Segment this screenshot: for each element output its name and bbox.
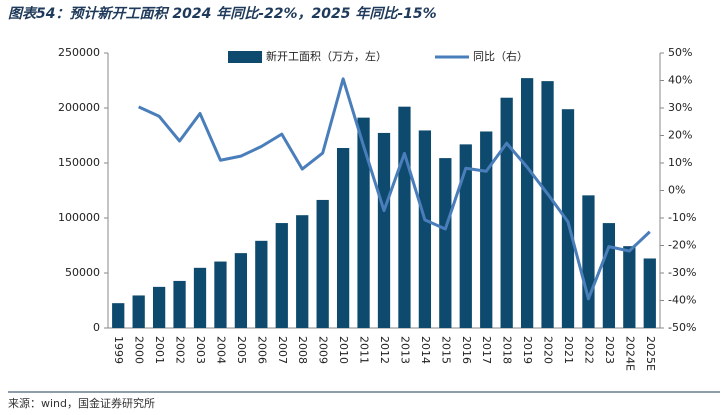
y2-tick-label: 50% — [668, 46, 692, 59]
y-tick-label: 250000 — [58, 46, 100, 59]
bar — [561, 109, 575, 328]
y2-tick-label: -10% — [668, 211, 696, 224]
legend-label: 同比（右） — [473, 49, 528, 63]
y2-tick-label: -40% — [668, 294, 696, 307]
bar — [316, 199, 329, 328]
x-tick-label: 2004 — [214, 336, 227, 364]
y2-tick-label: 40% — [668, 74, 692, 87]
bar — [398, 106, 411, 328]
x-tick-label: 2025E — [644, 336, 657, 371]
x-tick-label: 2011 — [358, 336, 371, 364]
bar — [643, 258, 656, 328]
bar — [255, 240, 268, 328]
source: 来源：wind，国金证券研究所 — [8, 396, 155, 410]
bar — [152, 286, 166, 328]
bar — [193, 267, 207, 328]
x-tick-label: 2005 — [235, 336, 248, 364]
bar — [336, 147, 350, 328]
x-tick-label: 2013 — [398, 336, 411, 364]
bar — [582, 195, 595, 328]
legend-swatch — [228, 51, 262, 63]
x-tick-label: 2023 — [603, 336, 616, 364]
x-tick-label: 2016 — [460, 336, 473, 364]
y-tick-label: 150000 — [58, 156, 100, 169]
y2-tick-label: 20% — [668, 129, 692, 142]
x-tick-label: 2015 — [439, 336, 452, 364]
bar — [520, 78, 534, 328]
x-tick-label: 2021 — [562, 336, 575, 364]
y2-tick-label: -50% — [668, 321, 696, 334]
bar — [112, 303, 125, 328]
bar — [357, 117, 370, 328]
y2-tick-label: 0% — [668, 184, 685, 197]
x-tick-label: 2024E — [623, 336, 636, 371]
x-tick-label: 2018 — [501, 336, 514, 364]
line — [138, 77, 651, 301]
bar — [459, 144, 472, 328]
y-tick-label: 0 — [93, 321, 100, 334]
x-tick-label: 2017 — [480, 336, 493, 364]
bar — [214, 261, 227, 328]
y-tick-label: 200000 — [58, 101, 100, 114]
bar — [439, 158, 452, 328]
x-tick-label: 2014 — [419, 336, 432, 364]
x-tick-label: 2020 — [542, 336, 555, 364]
x-tick-label: 1999 — [112, 336, 125, 364]
bar — [275, 223, 288, 328]
bar — [132, 295, 145, 328]
bar — [418, 130, 432, 328]
x-tick-label: 2007 — [276, 336, 289, 364]
y2-tick-label: -30% — [668, 266, 696, 279]
legend-label: 新开工面积（万方，左） — [266, 49, 387, 63]
x-tick-label: 2000 — [133, 336, 146, 364]
bar — [541, 81, 554, 328]
bar — [623, 246, 636, 328]
x-tick-label: 2002 — [174, 336, 187, 364]
bar — [296, 215, 309, 328]
y-tick-label: 100000 — [58, 211, 100, 224]
bar — [480, 131, 493, 328]
y-tick-label: 50000 — [65, 266, 100, 279]
bar — [602, 223, 616, 328]
bar — [173, 280, 186, 328]
y2-tick-label: -20% — [668, 239, 696, 252]
bar — [500, 97, 513, 328]
x-tick-label: 2006 — [255, 336, 268, 364]
x-tick-label: 2019 — [521, 336, 534, 364]
bar — [377, 132, 391, 328]
y2-tick-label: 30% — [668, 101, 692, 114]
bar — [234, 253, 248, 328]
x-tick-label: 2003 — [194, 336, 207, 364]
chart-title: 图表54：预计新开工面积 2024 年同比-22%，2025 年同比-15% — [8, 5, 437, 22]
y2-tick-label: 10% — [668, 156, 692, 169]
x-tick-label: 2012 — [378, 336, 391, 364]
x-tick-label: 2009 — [317, 336, 330, 364]
x-tick-label: 2022 — [582, 336, 595, 364]
x-tick-label: 2001 — [153, 336, 166, 364]
x-tick-label: 2008 — [296, 336, 309, 364]
x-tick-label: 2010 — [337, 336, 350, 364]
